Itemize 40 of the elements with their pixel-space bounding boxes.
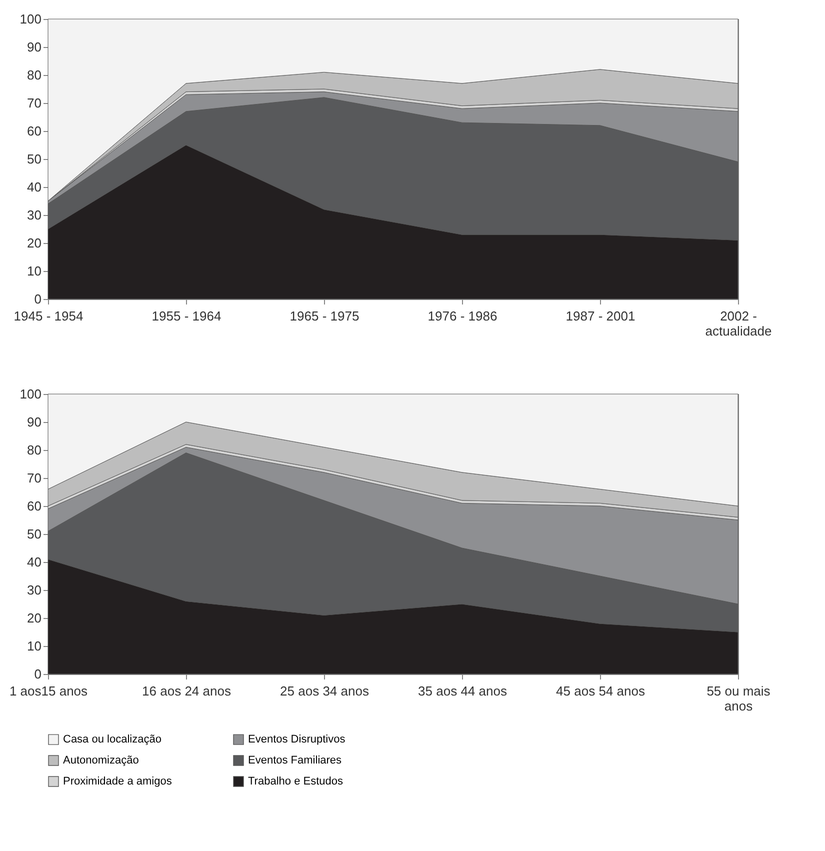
y-tick-label: 90 — [27, 414, 42, 430]
y-tick-label: 70 — [27, 470, 42, 486]
y-tick-label: 60 — [27, 498, 42, 514]
legend-label: Autonomização — [63, 754, 139, 766]
y-tick-label: 0 — [34, 292, 42, 306]
y-tick-label: 20 — [27, 236, 42, 250]
y-tick-label: 30 — [27, 208, 42, 222]
y-tick-label: 100 — [20, 386, 42, 402]
x-tick-label: 1955 - 1964 — [152, 308, 222, 324]
x-tick-label: 1 aos15 anos — [9, 684, 88, 698]
y-tick-label: 40 — [27, 180, 42, 194]
y-tick-label: 50 — [27, 526, 42, 542]
x-tick-label: 16 aos 24 anos — [142, 684, 232, 698]
x-tick-label: 1945 - 1954 — [14, 308, 84, 324]
x-tick-label: 2002 - actualidade — [705, 308, 772, 338]
y-tick-label: 70 — [27, 96, 42, 110]
x-tick-label: 1976 - 1986 — [428, 308, 498, 324]
y-tick-label: 80 — [27, 442, 42, 458]
x-tick-label: 55 ou mais anos — [706, 684, 771, 714]
legend-label: Eventos Disruptivos — [248, 734, 346, 746]
x-tick-label: 1965 - 1975 — [290, 308, 360, 324]
y-tick-label: 0 — [34, 666, 42, 682]
legend-label: Proximidade a amigos — [63, 776, 172, 788]
y-tick-label: 100 — [20, 12, 42, 26]
legend-label: Trabalho e Estudos — [248, 776, 344, 788]
y-tick-label: 10 — [27, 638, 42, 654]
x-tick-label: 35 aos 44 anos — [418, 684, 508, 698]
y-tick-label: 20 — [27, 610, 42, 626]
x-tick-label: 1987 - 2001 — [566, 308, 636, 324]
y-tick-label: 10 — [27, 264, 42, 278]
y-tick-label: 50 — [27, 152, 42, 166]
y-tick-label: 80 — [27, 68, 42, 82]
y-tick-label: 40 — [27, 554, 42, 570]
y-tick-label: 30 — [27, 582, 42, 598]
legend-label: Casa ou localização — [63, 734, 162, 746]
x-tick-label: 25 aos 34 anos — [280, 684, 370, 698]
y-tick-label: 60 — [27, 124, 42, 138]
x-tick-label: 45 aos 54 anos — [556, 684, 646, 698]
y-tick-label: 90 — [27, 40, 42, 54]
legend-label: Eventos Familiares — [248, 754, 342, 766]
